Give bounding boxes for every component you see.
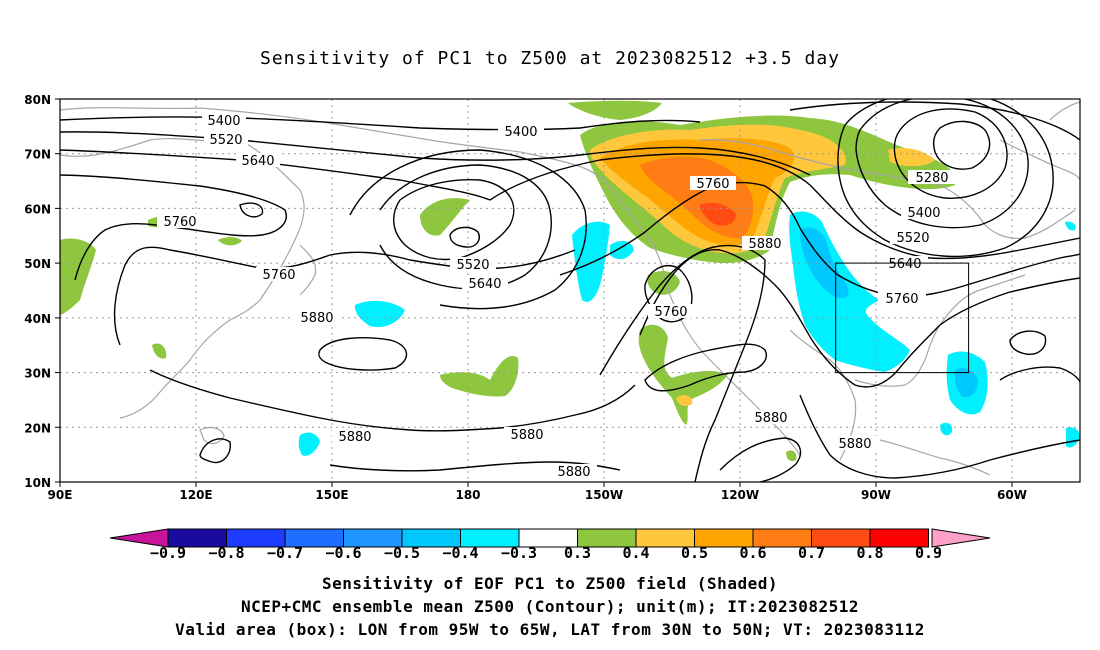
z500-contours bbox=[60, 99, 1080, 482]
contour-label: 5400 bbox=[498, 124, 544, 140]
svg-text:5880: 5880 bbox=[748, 237, 781, 252]
contour-label: 5640 bbox=[882, 256, 928, 272]
svg-text:5880: 5880 bbox=[754, 411, 787, 426]
svg-text:5760: 5760 bbox=[163, 215, 196, 230]
contour-label: 5400 bbox=[202, 113, 246, 129]
colorbar-cell bbox=[869, 528, 929, 548]
lon-label: 150E bbox=[315, 488, 348, 502]
contour-label: 5880 bbox=[551, 464, 597, 480]
svg-text:5880: 5880 bbox=[300, 311, 333, 326]
lon-label: 90E bbox=[48, 488, 73, 502]
svg-text:5520: 5520 bbox=[456, 258, 489, 273]
contour-label: 5760 bbox=[648, 304, 694, 320]
lat-label: 60N bbox=[24, 202, 51, 216]
colorbar: −0.9 −0.8 −0.7 −0.6 −0.5 −0.4 −0.3 0.3 0.4 0.5 0.6… bbox=[109, 528, 991, 562]
lat-axis-labels: 80N 70N 60N 50N 40N 30N 20N 10N bbox=[24, 93, 51, 490]
contour-label: 5760 bbox=[256, 267, 302, 283]
caption-line-1: Sensitivity of EOF PC1 to Z500 field (Sh… bbox=[322, 574, 778, 593]
lon-label: 90W bbox=[861, 488, 891, 502]
svg-text:5880: 5880 bbox=[557, 465, 590, 480]
lat-label: 50N bbox=[24, 257, 51, 271]
caption-line-3: Valid area (box): LON from 95W to 65W, L… bbox=[175, 620, 925, 639]
svg-text:5760: 5760 bbox=[885, 292, 918, 307]
contour-label: 5880 bbox=[832, 436, 878, 452]
colorbar-tick-label: 0.6 bbox=[739, 544, 766, 562]
svg-text:5400: 5400 bbox=[907, 206, 940, 221]
map-title: Sensitivity of PC1 to Z500 at 2023082512… bbox=[259, 48, 840, 69]
lon-label: 60W bbox=[997, 488, 1027, 502]
graticule bbox=[60, 99, 1080, 482]
svg-text:5520: 5520 bbox=[209, 133, 242, 148]
contour-label: 5520 bbox=[450, 257, 496, 273]
lat-label: 10N bbox=[24, 476, 51, 490]
lon-axis-labels: 90E 120E 150E 180 150W 120W 90W 60W bbox=[48, 488, 1027, 502]
colorbar-tick-label: −0.3 bbox=[501, 544, 537, 562]
tick-marks bbox=[55, 98, 1013, 487]
colorbar-tick-label: −0.9 bbox=[150, 544, 186, 562]
colorbar-tick-label: −0.5 bbox=[384, 544, 420, 562]
svg-text:5640: 5640 bbox=[241, 154, 274, 169]
lat-label: 40N bbox=[24, 312, 51, 326]
contour-label: 5640 bbox=[462, 276, 508, 292]
colorbar-high-end bbox=[931, 528, 991, 548]
colorbar-tick-label: 0.3 bbox=[564, 544, 591, 562]
valid-area-box bbox=[835, 262, 970, 374]
contour-labels: 5400 5520 5640 5400 5280 5760 5880 5400 … bbox=[157, 113, 956, 480]
plot-frame bbox=[59, 98, 1081, 483]
svg-text:5520: 5520 bbox=[896, 231, 929, 246]
contour-label: 5880 bbox=[504, 427, 550, 443]
contour-label: 5880 bbox=[748, 410, 794, 426]
lon-label: 120W bbox=[721, 488, 759, 502]
shading-negative-04 bbox=[800, 227, 978, 398]
svg-text:5280: 5280 bbox=[915, 171, 948, 186]
caption-line-2: NCEP+CMC ensemble mean Z500 (Contour); u… bbox=[240, 597, 860, 616]
svg-text:5880: 5880 bbox=[838, 437, 871, 452]
contour-label: 5880 bbox=[742, 236, 788, 252]
svg-text:5880: 5880 bbox=[510, 428, 543, 443]
lat-label: 30N bbox=[24, 367, 51, 381]
coastlines bbox=[60, 101, 1080, 476]
lat-label: 70N bbox=[24, 148, 51, 162]
colorbar-tick-label: 0.5 bbox=[681, 544, 708, 562]
colorbar-tick-label: 0.7 bbox=[798, 544, 825, 562]
svg-text:5400: 5400 bbox=[504, 125, 537, 140]
svg-text:5640: 5640 bbox=[888, 257, 921, 272]
contour-label: 5520 bbox=[890, 230, 936, 246]
svg-text:5760: 5760 bbox=[654, 305, 687, 320]
colorbar-tick-label: 0.8 bbox=[856, 544, 883, 562]
contour-label: 5880 bbox=[294, 310, 340, 326]
svg-text:5760: 5760 bbox=[262, 268, 295, 283]
contour-label: 5760 bbox=[157, 214, 203, 230]
svg-text:5880: 5880 bbox=[338, 430, 371, 445]
colorbar-tick-label: −0.7 bbox=[267, 544, 303, 562]
lon-label: 150W bbox=[585, 488, 623, 502]
svg-text:5400: 5400 bbox=[207, 114, 240, 129]
contour-label: 5760 bbox=[690, 176, 736, 192]
contour-label: 5880 bbox=[332, 429, 378, 445]
lat-label: 20N bbox=[24, 421, 51, 435]
colorbar-tick-label: −0.6 bbox=[325, 544, 361, 562]
contour-label: 5520 bbox=[204, 132, 248, 148]
svg-text:5760: 5760 bbox=[696, 177, 729, 192]
colorbar-low-end bbox=[109, 528, 169, 548]
lon-label: 120E bbox=[179, 488, 212, 502]
contour-label: 5280 bbox=[908, 170, 956, 186]
colorbar-tick-label: 0.4 bbox=[622, 544, 649, 562]
colorbar-tick-label: 0.9 bbox=[915, 544, 942, 562]
contour-label: 5640 bbox=[236, 153, 280, 169]
colorbar-tick-label: −0.4 bbox=[442, 544, 478, 562]
contour-label: 5760 bbox=[878, 291, 926, 307]
lat-label: 80N bbox=[24, 93, 51, 107]
contour-label: 5400 bbox=[901, 205, 947, 221]
svg-text:5640: 5640 bbox=[468, 277, 501, 292]
colorbar-tick-label: −0.8 bbox=[208, 544, 244, 562]
lon-label: 180 bbox=[455, 488, 480, 502]
